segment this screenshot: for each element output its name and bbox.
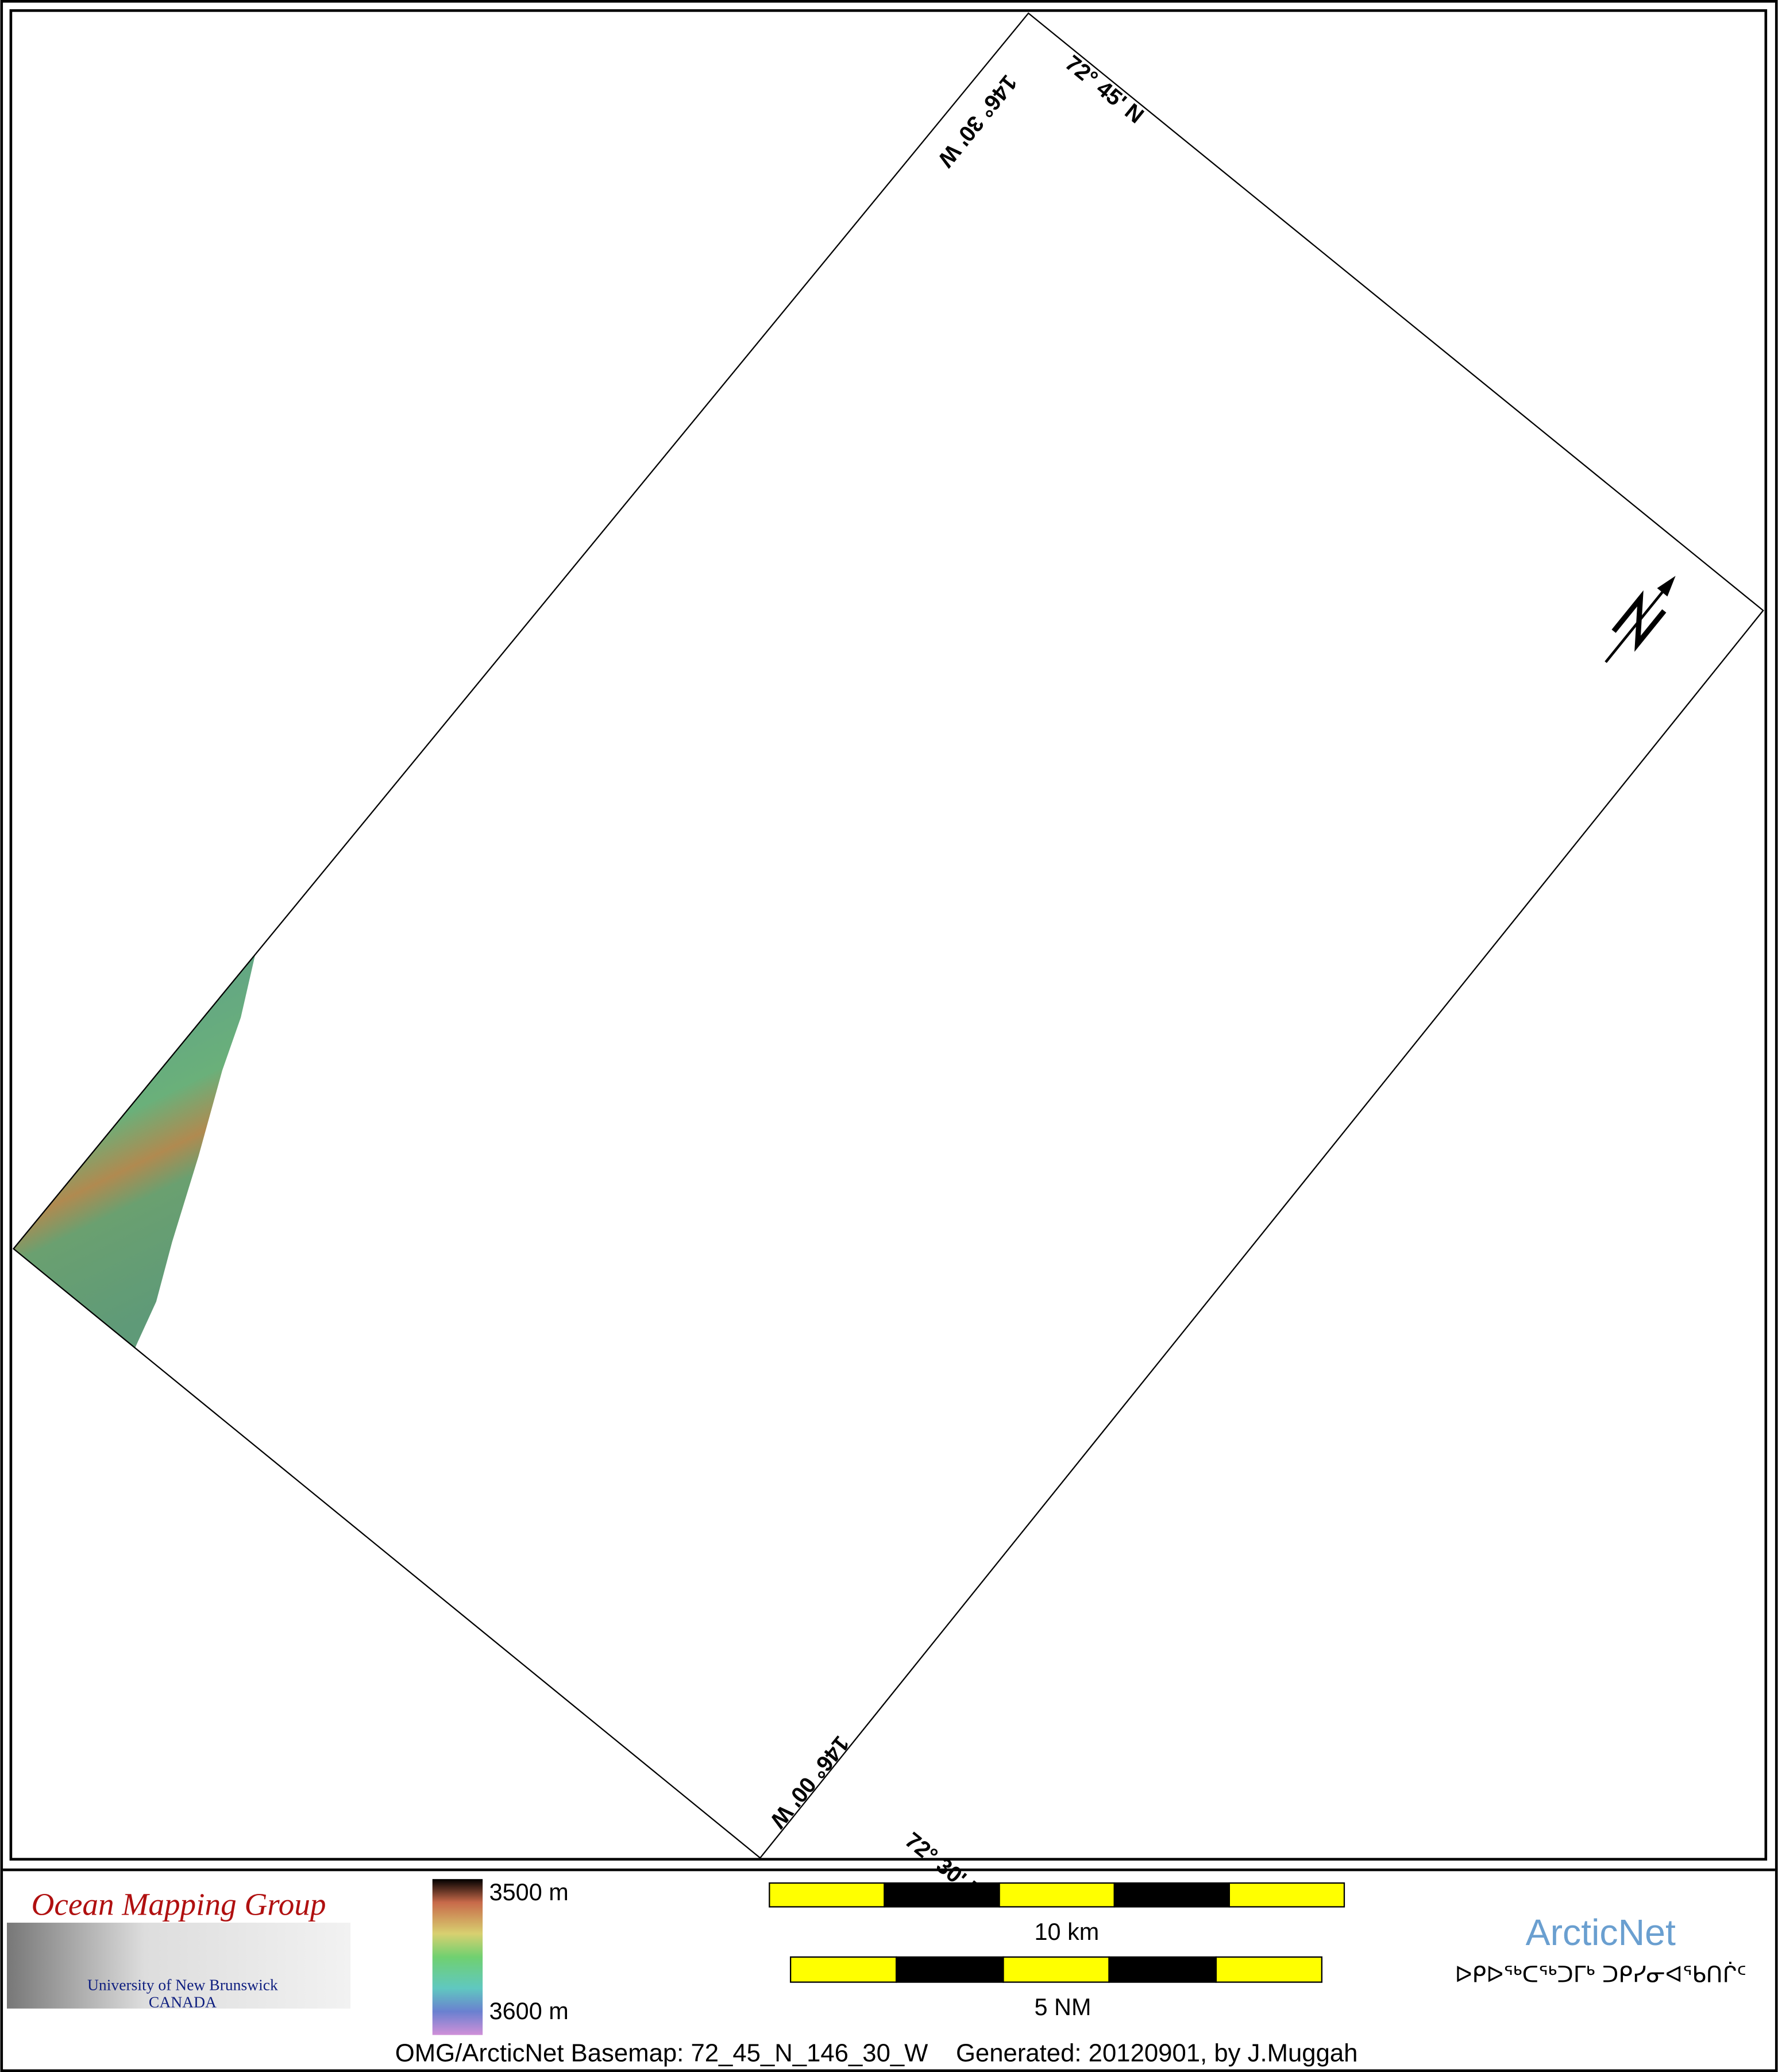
arcticnet-inuktitut: ᐅᑭᐅᖅᑕᖅᑐᒥᒃ ᑐᑭᓯᓂᐊᖃᑎᒌᑦ (1455, 1961, 1746, 1988)
omg-image (6, 1923, 351, 2009)
scale-label: 5 NM (1035, 1994, 1092, 2020)
omg-university: University of New Brunswick (87, 1975, 278, 1993)
scale-label: 10 km (1035, 1919, 1100, 1945)
map-extent (12, 12, 1764, 1859)
bathymetry-patch (13, 954, 256, 1348)
caption: OMG/ArcticNet Basemap: 72_45_N_146_30_W … (395, 2039, 1358, 2067)
map-frame (9, 9, 1768, 1861)
arcticnet-logo: ArcticNet (1526, 1912, 1676, 1953)
north-arrow (1605, 576, 1676, 663)
scale-bar-nm (789, 1956, 1323, 1983)
scale-bar-km (769, 1882, 1345, 1908)
legend-label: 3600 m (489, 1998, 569, 2024)
omg-country: CANADA (149, 1993, 217, 2011)
legend-label: 3500 m (489, 1879, 569, 1905)
omg-title: Ocean Mapping Group (32, 1886, 326, 1921)
color-bar (432, 1879, 483, 2035)
